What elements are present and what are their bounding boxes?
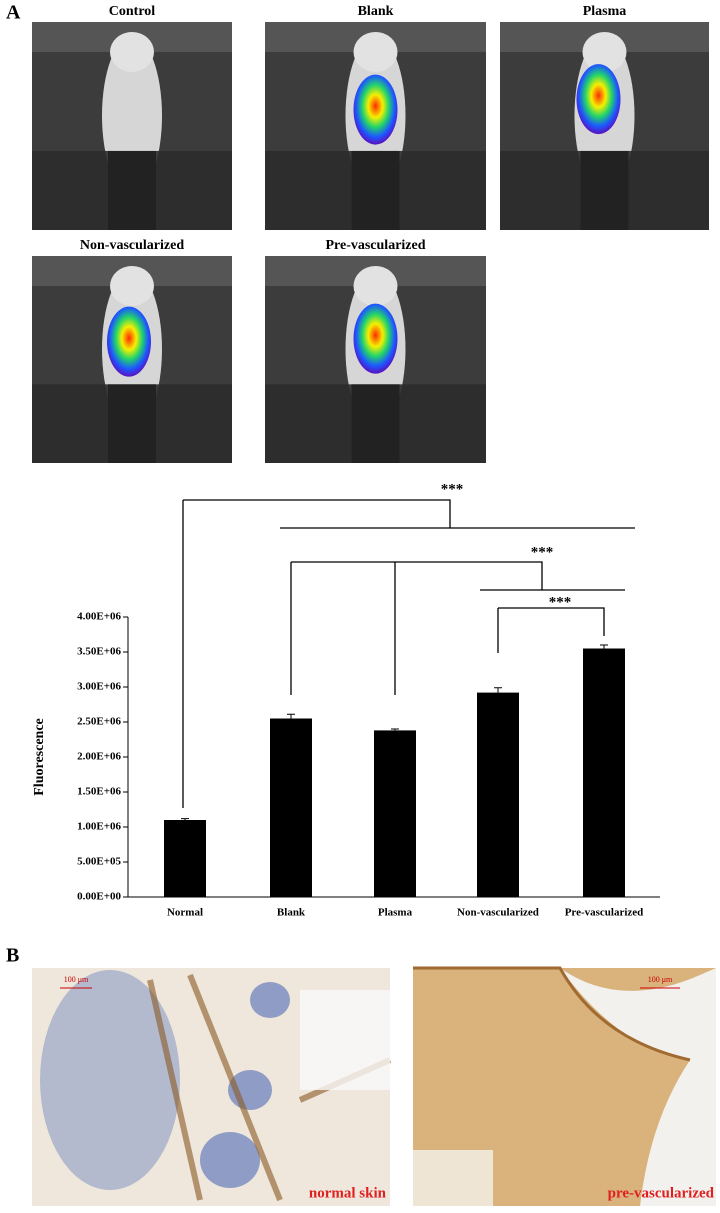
y-tick-label: 1.50E+06: [77, 786, 121, 798]
bar: [270, 718, 312, 897]
x-tick-label: Pre-vascularized: [565, 907, 644, 919]
signal: [576, 64, 621, 135]
platform-post: [351, 150, 400, 230]
signal: [353, 74, 398, 145]
mouse-head: [582, 32, 627, 72]
mouse-head: [110, 32, 154, 72]
panel-label: A: [6, 2, 21, 24]
scale-bar-label: 100 μm: [64, 975, 89, 984]
image-label: Plasma: [583, 4, 627, 19]
y-tick-label: 5.00E+05: [77, 856, 121, 868]
histology-label: normal skin: [309, 1185, 387, 1201]
platform-post: [108, 384, 156, 463]
significance: ***: [441, 481, 464, 497]
bar-chart: 0.00E+00 5.00E+05 1.00E+06 1.50E+06 2.00E+06…: [77, 611, 660, 919]
significance: ***: [549, 594, 572, 610]
x-tick-label: Normal: [167, 907, 203, 919]
y-tick-label: 3.00E+06: [77, 681, 121, 693]
imaging-panels: Control Blank Plasma Non-vascularized Pre-va…: [32, 4, 709, 463]
y-tick-label: 2.50E+06: [77, 716, 121, 728]
panel-label: B: [6, 945, 19, 967]
bar: [374, 730, 416, 897]
y-axis-label: Fluorescence: [32, 718, 47, 796]
significance: ***: [531, 544, 554, 560]
signal: [107, 306, 151, 377]
error-bar: [181, 818, 189, 820]
bar: [477, 692, 519, 897]
y-tick-label: 2.00E+06: [77, 751, 121, 763]
histology-panels: [32, 966, 716, 1206]
mouse-head: [353, 32, 398, 72]
image-label: Non-vascularized: [80, 238, 184, 253]
error-bar: [287, 713, 295, 719]
error-bar: [600, 644, 608, 649]
histology-label: pre-vascularized: [608, 1185, 715, 1201]
mouse-head: [353, 266, 398, 306]
bar: [583, 648, 625, 897]
signal: [353, 303, 398, 374]
scale-bar-label: 100 μm: [648, 975, 673, 984]
y-tick-label: 0.00E+00: [77, 891, 121, 903]
image-label: Control: [109, 4, 156, 19]
y-tick-label: 1.00E+06: [77, 821, 121, 833]
bar: [164, 820, 206, 897]
error-bar: [391, 728, 399, 731]
x-tick-label: Blank: [277, 907, 306, 919]
y-tick-label: 4.00E+06: [77, 611, 121, 623]
mouse-head: [110, 266, 154, 306]
image-label: Blank: [358, 4, 394, 19]
x-tick-label: Non-vascularized: [457, 907, 539, 919]
platform-post: [580, 150, 629, 230]
platform-post: [351, 384, 400, 463]
x-tick-label: Plasma: [378, 907, 413, 919]
significance-brackets: [182, 499, 635, 808]
platform-post: [108, 150, 156, 230]
y-tick-label: 3.50E+06: [77, 646, 121, 658]
error-bar: [494, 687, 502, 693]
image-label: Pre-vascularized: [325, 238, 425, 253]
